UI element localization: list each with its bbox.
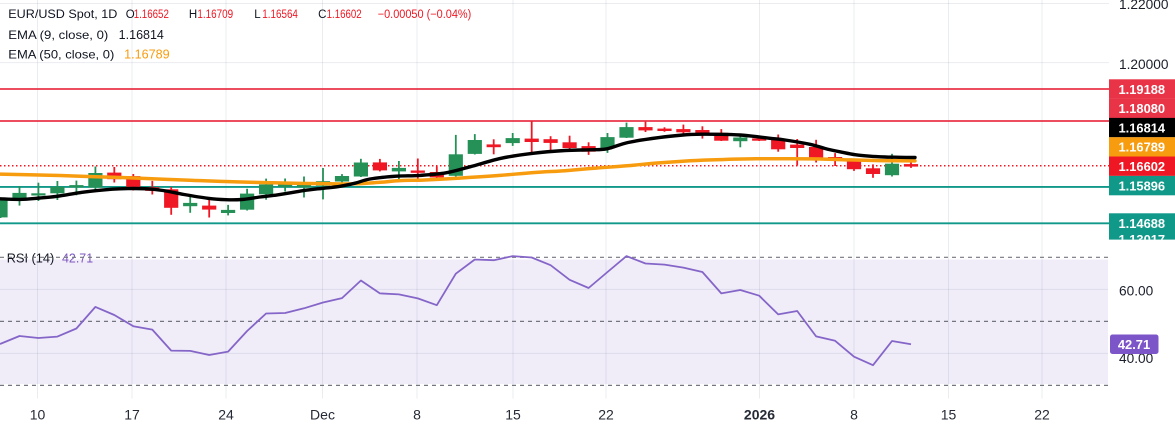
svg-text:−0.00050 (−0.04%): −0.00050 (−0.04%) (378, 9, 472, 21)
svg-text:L: L (254, 9, 261, 21)
svg-text:EMA (50, close, 0): EMA (50, close, 0) (8, 48, 114, 62)
svg-text:1.18080: 1.18080 (1119, 101, 1166, 116)
svg-text:O: O (126, 9, 135, 21)
svg-text:1.16602: 1.16602 (1119, 159, 1166, 174)
svg-text:1.15896: 1.15896 (1119, 178, 1166, 193)
svg-text:H: H (189, 9, 197, 21)
svg-text:2026: 2026 (744, 406, 775, 422)
svg-text:EMA (9, close, 0): EMA (9, close, 0) (8, 28, 108, 42)
svg-text:24: 24 (218, 406, 234, 422)
svg-text:8: 8 (413, 406, 421, 422)
svg-text:60.00: 60.00 (1119, 284, 1154, 299)
svg-text:1.16789: 1.16789 (1119, 140, 1166, 155)
svg-text:1.16789: 1.16789 (124, 48, 170, 62)
svg-text:1.16564: 1.16564 (262, 9, 298, 21)
svg-text:RSI (14): RSI (14) (7, 251, 54, 265)
svg-text:EUR/USD Spot, 1D: EUR/USD Spot, 1D (8, 7, 117, 21)
svg-text:C: C (318, 9, 326, 21)
svg-text:8: 8 (850, 406, 858, 422)
svg-text:1.14688: 1.14688 (1119, 216, 1166, 231)
svg-text:1.20000: 1.20000 (1119, 57, 1169, 72)
svg-text:Dec: Dec (310, 406, 335, 422)
svg-text:40.00: 40.00 (1119, 351, 1154, 366)
svg-text:1.16602: 1.16602 (327, 9, 362, 21)
svg-text:1.22000: 1.22000 (1119, 0, 1169, 12)
svg-text:1.16814: 1.16814 (119, 28, 164, 42)
svg-text:1.13017: 1.13017 (1119, 232, 1166, 247)
svg-text:22: 22 (598, 406, 614, 422)
svg-text:15: 15 (505, 406, 521, 422)
svg-text:42.71: 42.71 (62, 251, 93, 265)
svg-text:42.71: 42.71 (1118, 337, 1150, 352)
svg-text:1.19188: 1.19188 (1119, 82, 1166, 97)
svg-text:10: 10 (30, 406, 46, 422)
svg-text:1.16652: 1.16652 (134, 9, 169, 21)
svg-text:1.16709: 1.16709 (197, 9, 233, 21)
svg-text:1.16814: 1.16814 (1119, 120, 1166, 135)
svg-text:15: 15 (941, 406, 957, 422)
svg-text:17: 17 (124, 406, 140, 422)
svg-text:22: 22 (1034, 406, 1050, 422)
